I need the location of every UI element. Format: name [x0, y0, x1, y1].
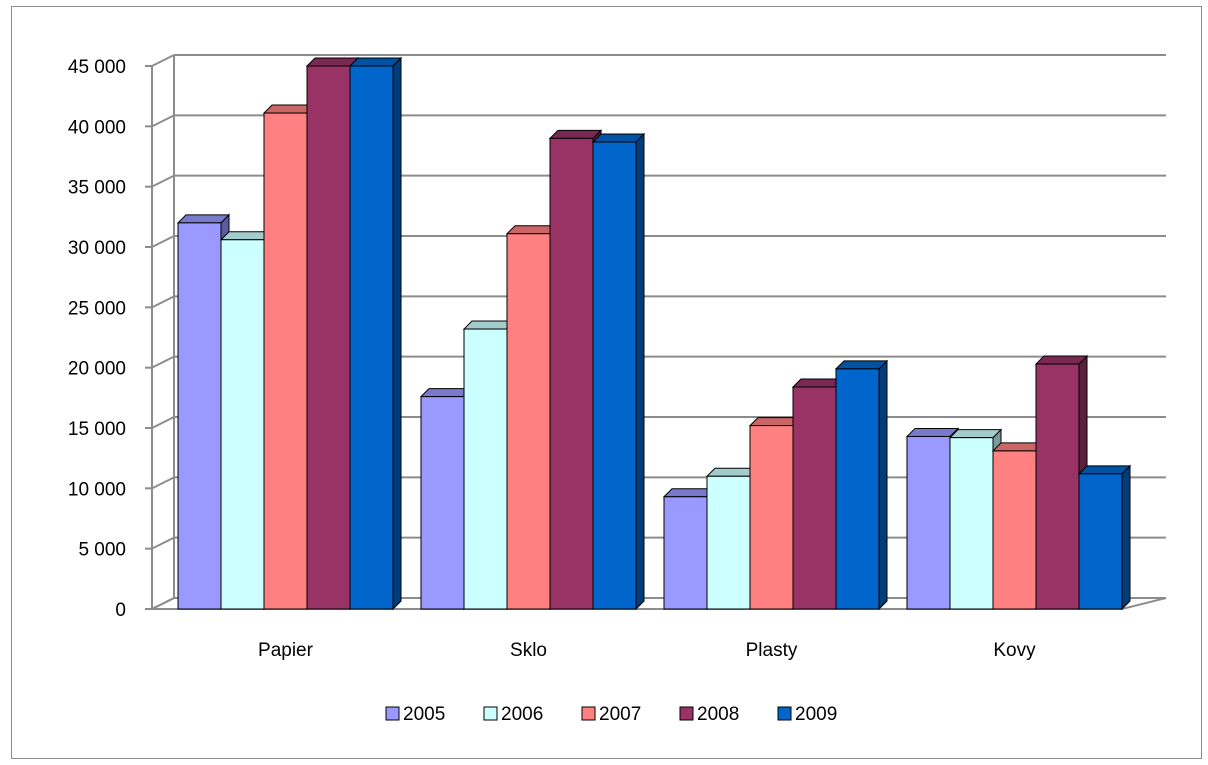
x-category-label: Kovy — [993, 640, 1036, 661]
gridline-depth — [151, 416, 175, 429]
gridline-depth — [151, 235, 175, 248]
y-tick-label: 45 000 — [68, 57, 126, 78]
legend-swatch — [581, 706, 596, 721]
bar — [420, 396, 465, 610]
bar — [706, 475, 751, 610]
bar-top — [591, 133, 646, 143]
bar — [220, 239, 265, 610]
x-category-label: Plasty — [746, 640, 798, 661]
bar-top — [548, 129, 603, 139]
bar — [349, 65, 394, 610]
bar-top — [834, 360, 889, 370]
x-category-label: Papier — [258, 640, 314, 661]
legend-label: 2006 — [501, 704, 543, 725]
gridline-depth — [151, 174, 175, 188]
bar-top — [948, 429, 1003, 439]
bar-top — [1034, 355, 1089, 365]
legend-label: 2009 — [795, 704, 837, 725]
gridline-depth — [151, 355, 175, 369]
y-tick-label: 0 — [115, 600, 126, 621]
bar — [463, 328, 508, 610]
legend-label: 2007 — [599, 704, 641, 725]
x-category-label: Sklo — [510, 640, 547, 661]
y-tick-label: 30 000 — [68, 238, 126, 259]
bar — [792, 386, 837, 610]
bar — [949, 437, 994, 610]
y-tick-label: 20 000 — [68, 359, 126, 380]
bar-top — [348, 57, 403, 67]
bar — [592, 141, 637, 610]
bar — [263, 112, 308, 610]
gridline-depth — [151, 536, 175, 550]
y-tick-label: 35 000 — [68, 178, 126, 199]
bar — [663, 496, 708, 610]
legend-swatch — [385, 706, 400, 721]
gridline-depth — [151, 476, 175, 490]
bar-top — [305, 57, 360, 67]
y-tick-label: 10 000 — [68, 479, 126, 500]
bar — [1035, 363, 1080, 610]
gridline-depth — [151, 54, 175, 67]
bar — [549, 137, 594, 610]
legend-swatch — [483, 706, 498, 721]
bar — [906, 435, 951, 610]
bar-side — [1121, 464, 1131, 611]
y-tick-label: 15 000 — [68, 419, 126, 440]
bar-top — [1077, 465, 1132, 475]
y-tick-label: 40 000 — [68, 117, 126, 138]
gridline-depth — [151, 295, 175, 309]
bar-side — [392, 56, 402, 611]
bar — [1078, 473, 1123, 610]
legend-swatch — [777, 706, 792, 721]
legend-label: 2005 — [403, 704, 445, 725]
legend-label: 2008 — [697, 704, 739, 725]
bar-side — [635, 132, 645, 611]
gridline-depth — [151, 114, 175, 128]
y-tick-label: 25 000 — [68, 298, 126, 319]
legend-swatch — [679, 706, 694, 721]
bar — [835, 368, 880, 610]
bar — [749, 425, 794, 610]
bar — [306, 65, 351, 610]
bar — [177, 222, 222, 610]
y-tick-label: 5 000 — [78, 540, 126, 561]
bar — [992, 450, 1037, 610]
bar-side — [878, 359, 888, 611]
bar-top — [905, 427, 960, 437]
bar-top — [176, 214, 231, 224]
bar — [506, 233, 551, 610]
